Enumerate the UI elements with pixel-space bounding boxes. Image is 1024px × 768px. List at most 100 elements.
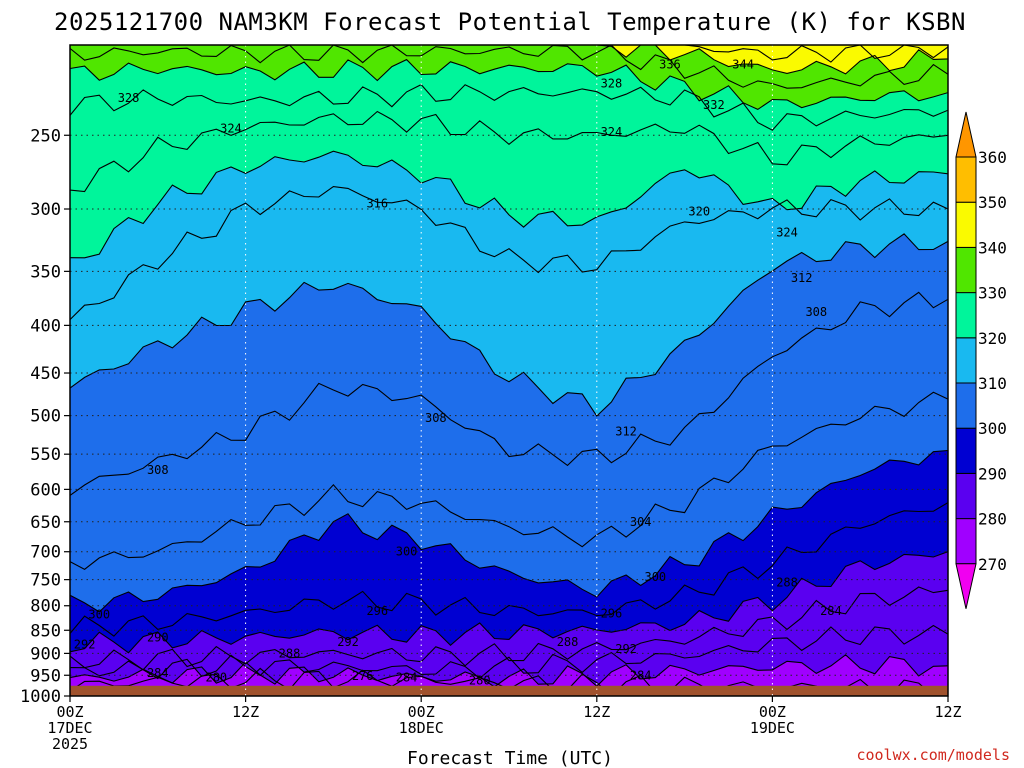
x-tick-label: 19DEC [750,719,795,737]
colorbar-swatch [955,518,977,565]
isentrope-280 [70,654,948,688]
colorbar-tick-label: 340 [978,238,1007,257]
contour-label: 308 [805,305,827,319]
colorbar-tick-label: 310 [978,374,1007,393]
x-tick-label: 2025 [52,735,88,753]
contour-label: 292 [74,637,96,651]
isentrope-288 [70,586,948,671]
contour-label: 324 [220,122,242,136]
y-axis: 250 300 350 400 450 500 550 600 650 700 750 800 850 9… [20,126,70,707]
x-tick-label: 17DEC [47,719,92,737]
isentrope-316 [70,186,948,320]
colorbar-swatch [955,472,977,520]
grid-layer [70,45,948,696]
colorbar-tick-label: 360 [978,148,1007,167]
isentrope-340 [70,45,948,75]
x-tick-label: 00Z [408,703,435,721]
colorbar-tick-label: 320 [978,329,1007,348]
y-tick-label: 250 [30,126,61,146]
x-axis-label: Forecast Time (UTC) [407,748,613,768]
isentrope-328 [70,83,948,131]
contour-label: 328 [601,77,623,91]
colorbar-swatch [955,427,977,474]
chart-title: 2025121700 NAM3KM Forecast Potential Tem… [54,8,966,36]
contour-label: 284 [630,668,652,682]
contour-label: 328 [118,91,140,105]
y-tick-label: 450 [30,364,61,384]
colorbar-tick-label: 280 [978,510,1007,529]
contour-label: 304 [630,515,652,529]
contour-label: 292 [615,642,637,656]
contour-label: 300 [644,570,666,584]
y-tick-label: 850 [30,621,61,641]
isentrope-320 [70,150,948,259]
isentrope-312 [70,233,948,417]
y-tick-label: 650 [30,513,61,533]
contour-label: 300 [396,545,418,559]
y-tick-label: 550 [30,445,61,465]
colorbar-swatch [955,337,977,384]
plot-frame [69,44,949,697]
y-tick-label: 900 [30,644,61,664]
contour-label: 344 [732,58,754,72]
credit-text: coolwx.com/models [856,746,1010,764]
colorbar: 270 280 290 300 310 320 330 340 350 360 [955,111,1007,609]
colorbar-swatch [955,246,977,294]
theta-fill-344 [70,45,948,63]
y-tick-label: 800 [30,597,61,617]
surface-ground [70,685,948,696]
contour-label: 288 [776,575,798,589]
contour-label: 320 [688,205,710,219]
y-tick-label: 400 [30,316,61,336]
contour-label: 284 [147,666,169,680]
contour-label: 324 [776,226,798,240]
contour-label: 316 [366,197,388,211]
contour-label: 280 [205,670,227,684]
colorbar-swatch [955,156,977,203]
contour-label: 288 [279,646,301,660]
y-tick-label: 950 [30,666,61,686]
y-tick-label: 1000 [20,687,61,707]
isentrope-324 [70,110,948,193]
contour-label: 308 [147,463,169,477]
contour-label: 332 [703,98,725,112]
colorbar-swatch [955,382,977,429]
contour-label: 280 [469,673,491,687]
contour-label: 336 [659,58,681,72]
y-tick-label: 350 [30,262,61,282]
isentrope-284 [70,624,948,680]
y-tick-label: 700 [30,543,61,563]
contour-label: 312 [791,271,813,285]
x-tick-label: 12Z [583,703,610,721]
colorbar-tick-label: 350 [978,193,1007,212]
isentrope-300 [70,449,948,613]
contour-label: 284 [396,670,418,684]
colorbar-tick-label: 290 [978,464,1007,483]
contour-label: 292 [337,635,359,649]
contour-label: 308 [425,411,447,425]
y-tick-label: 750 [30,571,61,591]
x-tick-label: 00Z [759,703,786,721]
colorbar-tick-label: 330 [978,284,1007,303]
isentrope-308 [70,291,948,496]
contour-label: 290 [147,630,169,644]
isentrope-layer [70,45,948,696]
colorbar-swatch [955,292,977,339]
isentrope-332 [70,58,948,111]
x-tick-label: 12Z [934,703,961,721]
x-tick-label: 12Z [232,703,259,721]
contour-label: 296 [366,604,388,618]
contour-label-layer: 328 324 328 336 344 324 332 316 320 324 312 308 308 3… [74,58,842,688]
isentrope-292 [70,551,948,654]
isentrope-296 [70,502,948,637]
contour-label: 288 [557,635,579,649]
contour-label: 324 [601,125,623,139]
colorbar-extend-bottom [955,563,977,609]
colorbar-tick-label: 270 [978,555,1007,574]
colorbar-tick-label: 300 [978,419,1007,438]
isentrope-304 [70,391,948,570]
y-tick-label: 300 [30,200,61,220]
colorbar-extend-top [955,111,977,158]
